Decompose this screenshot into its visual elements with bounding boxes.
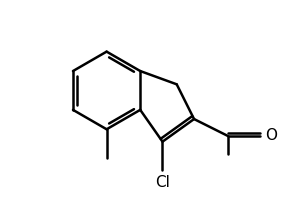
Text: Cl: Cl [155,175,170,190]
Text: O: O [265,128,277,143]
